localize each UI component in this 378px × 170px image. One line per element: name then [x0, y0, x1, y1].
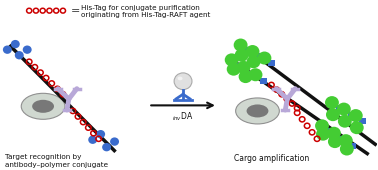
Circle shape	[239, 70, 253, 83]
Circle shape	[337, 103, 351, 116]
Bar	[326, 128, 332, 134]
Circle shape	[328, 135, 342, 148]
Bar	[260, 78, 266, 84]
Circle shape	[235, 49, 249, 62]
Circle shape	[327, 127, 341, 140]
Bar	[236, 63, 243, 69]
Circle shape	[246, 55, 260, 68]
Text: His-Tag for conjugate purification: His-Tag for conjugate purification	[81, 5, 200, 11]
Text: Target recognition by
antibody–polymer conjugate: Target recognition by antibody–polymer c…	[5, 154, 108, 168]
Bar	[359, 118, 366, 124]
Ellipse shape	[235, 98, 279, 124]
Circle shape	[102, 143, 111, 151]
Circle shape	[326, 108, 340, 121]
Circle shape	[257, 52, 271, 65]
Ellipse shape	[32, 100, 54, 113]
Bar	[336, 105, 342, 111]
Bar	[338, 136, 344, 142]
Text: $_{\mathit{inv}}$DA: $_{\mathit{inv}}$DA	[172, 111, 194, 123]
Bar	[348, 112, 354, 118]
Circle shape	[11, 40, 20, 48]
Circle shape	[227, 63, 241, 76]
Ellipse shape	[178, 77, 183, 80]
Circle shape	[339, 134, 353, 147]
Bar	[350, 143, 356, 149]
Circle shape	[340, 142, 354, 156]
Text: =: =	[71, 6, 80, 16]
Circle shape	[225, 53, 239, 66]
Bar	[244, 47, 251, 53]
Circle shape	[110, 137, 119, 146]
Circle shape	[249, 68, 262, 81]
Circle shape	[315, 119, 329, 132]
Ellipse shape	[21, 93, 65, 119]
Circle shape	[349, 109, 363, 122]
Circle shape	[350, 121, 364, 134]
Circle shape	[15, 51, 24, 60]
Circle shape	[174, 73, 192, 90]
Circle shape	[96, 130, 105, 138]
Circle shape	[3, 46, 12, 54]
Circle shape	[23, 46, 32, 54]
Bar	[248, 71, 255, 77]
Circle shape	[325, 96, 339, 109]
Circle shape	[237, 61, 251, 74]
Circle shape	[316, 128, 330, 141]
Text: Cargo amplification: Cargo amplification	[234, 154, 309, 163]
Circle shape	[88, 135, 97, 144]
Circle shape	[234, 39, 248, 52]
Circle shape	[338, 115, 352, 128]
Text: originating from His-Tag-RAFT agent: originating from His-Tag-RAFT agent	[81, 12, 210, 18]
Circle shape	[246, 45, 259, 58]
Bar	[268, 60, 274, 66]
Ellipse shape	[246, 104, 268, 117]
Bar	[256, 53, 263, 59]
